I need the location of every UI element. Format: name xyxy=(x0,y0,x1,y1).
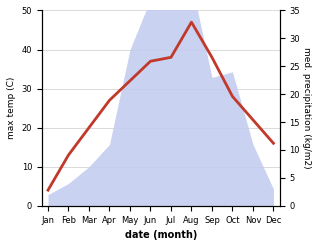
Y-axis label: max temp (C): max temp (C) xyxy=(7,77,16,139)
Y-axis label: med. precipitation (kg/m2): med. precipitation (kg/m2) xyxy=(302,47,311,169)
X-axis label: date (month): date (month) xyxy=(125,230,197,240)
